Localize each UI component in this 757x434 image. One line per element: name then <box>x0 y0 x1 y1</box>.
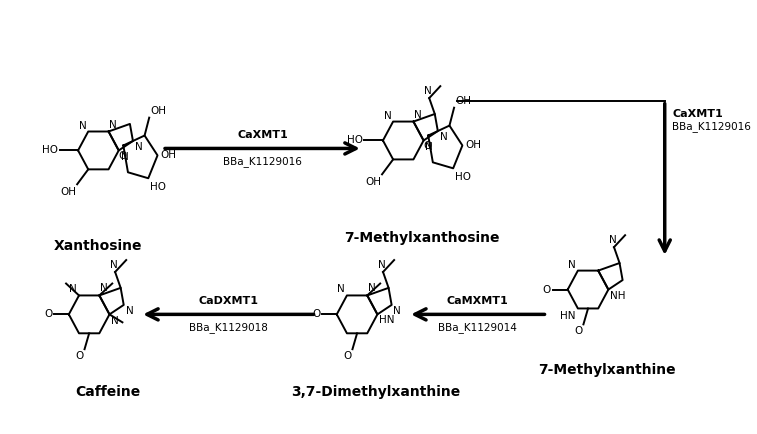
Text: 7-Methylxanthine: 7-Methylxanthine <box>537 363 675 377</box>
Text: Caffeine: Caffeine <box>75 385 140 399</box>
Text: O: O <box>543 285 551 295</box>
Text: N: N <box>120 152 129 162</box>
Text: N: N <box>70 284 77 294</box>
Text: N: N <box>110 119 117 129</box>
Text: 3,7-Dimethylxanthine: 3,7-Dimethylxanthine <box>291 385 460 399</box>
Text: OH: OH <box>365 178 381 187</box>
Text: OH: OH <box>160 151 176 161</box>
Text: HN: HN <box>379 316 394 326</box>
Text: CaMXMT1: CaMXMT1 <box>447 296 509 306</box>
Text: N: N <box>378 260 386 270</box>
Text: OH: OH <box>150 105 166 115</box>
Text: CaXMT1: CaXMT1 <box>672 108 723 118</box>
Text: N: N <box>425 86 432 96</box>
Text: BBa_K1129014: BBa_K1129014 <box>438 322 517 333</box>
Text: O: O <box>119 151 127 161</box>
Text: N: N <box>100 283 108 293</box>
Text: NH: NH <box>610 290 626 300</box>
Text: OH: OH <box>61 187 76 197</box>
Text: N: N <box>425 142 433 152</box>
Text: N: N <box>368 283 376 293</box>
Text: OH: OH <box>455 96 471 106</box>
Text: HO: HO <box>42 145 58 155</box>
Text: N: N <box>569 260 576 270</box>
Text: O: O <box>575 326 582 336</box>
Text: OH: OH <box>465 141 481 151</box>
Text: Xanthosine: Xanthosine <box>55 239 142 253</box>
Text: N: N <box>414 109 422 120</box>
Text: O: O <box>312 309 320 319</box>
Text: O: O <box>424 141 432 151</box>
Text: N: N <box>79 121 86 131</box>
Text: N: N <box>609 235 617 245</box>
Text: HN: HN <box>559 312 575 322</box>
Text: 7-Methylxanthosine: 7-Methylxanthosine <box>344 231 500 245</box>
Text: HO: HO <box>150 182 166 192</box>
Text: N: N <box>338 284 345 294</box>
Text: BBa_K1129016: BBa_K1129016 <box>223 156 302 167</box>
Text: N: N <box>111 260 118 270</box>
Text: CaXMT1: CaXMT1 <box>237 131 288 141</box>
Text: CaDXMT1: CaDXMT1 <box>198 296 258 306</box>
Text: BBa_K1129016: BBa_K1129016 <box>672 121 751 132</box>
Text: N: N <box>384 111 391 121</box>
Text: N: N <box>440 132 447 142</box>
Text: O: O <box>76 351 83 361</box>
Text: O: O <box>44 309 52 319</box>
Text: BBa_K1129018: BBa_K1129018 <box>189 322 268 333</box>
Text: HO: HO <box>347 135 363 145</box>
Text: N: N <box>126 306 133 316</box>
Text: O: O <box>343 351 351 361</box>
Text: N: N <box>111 316 119 326</box>
Text: HO: HO <box>455 172 471 182</box>
Text: N: N <box>394 306 401 316</box>
Text: N: N <box>135 142 142 152</box>
